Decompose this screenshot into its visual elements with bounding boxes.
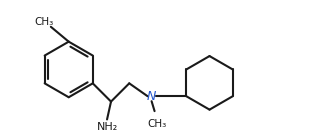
Text: CH₃: CH₃: [147, 119, 166, 129]
Text: CH₃: CH₃: [34, 17, 53, 27]
Text: N: N: [147, 90, 156, 103]
Text: NH₂: NH₂: [96, 122, 118, 132]
